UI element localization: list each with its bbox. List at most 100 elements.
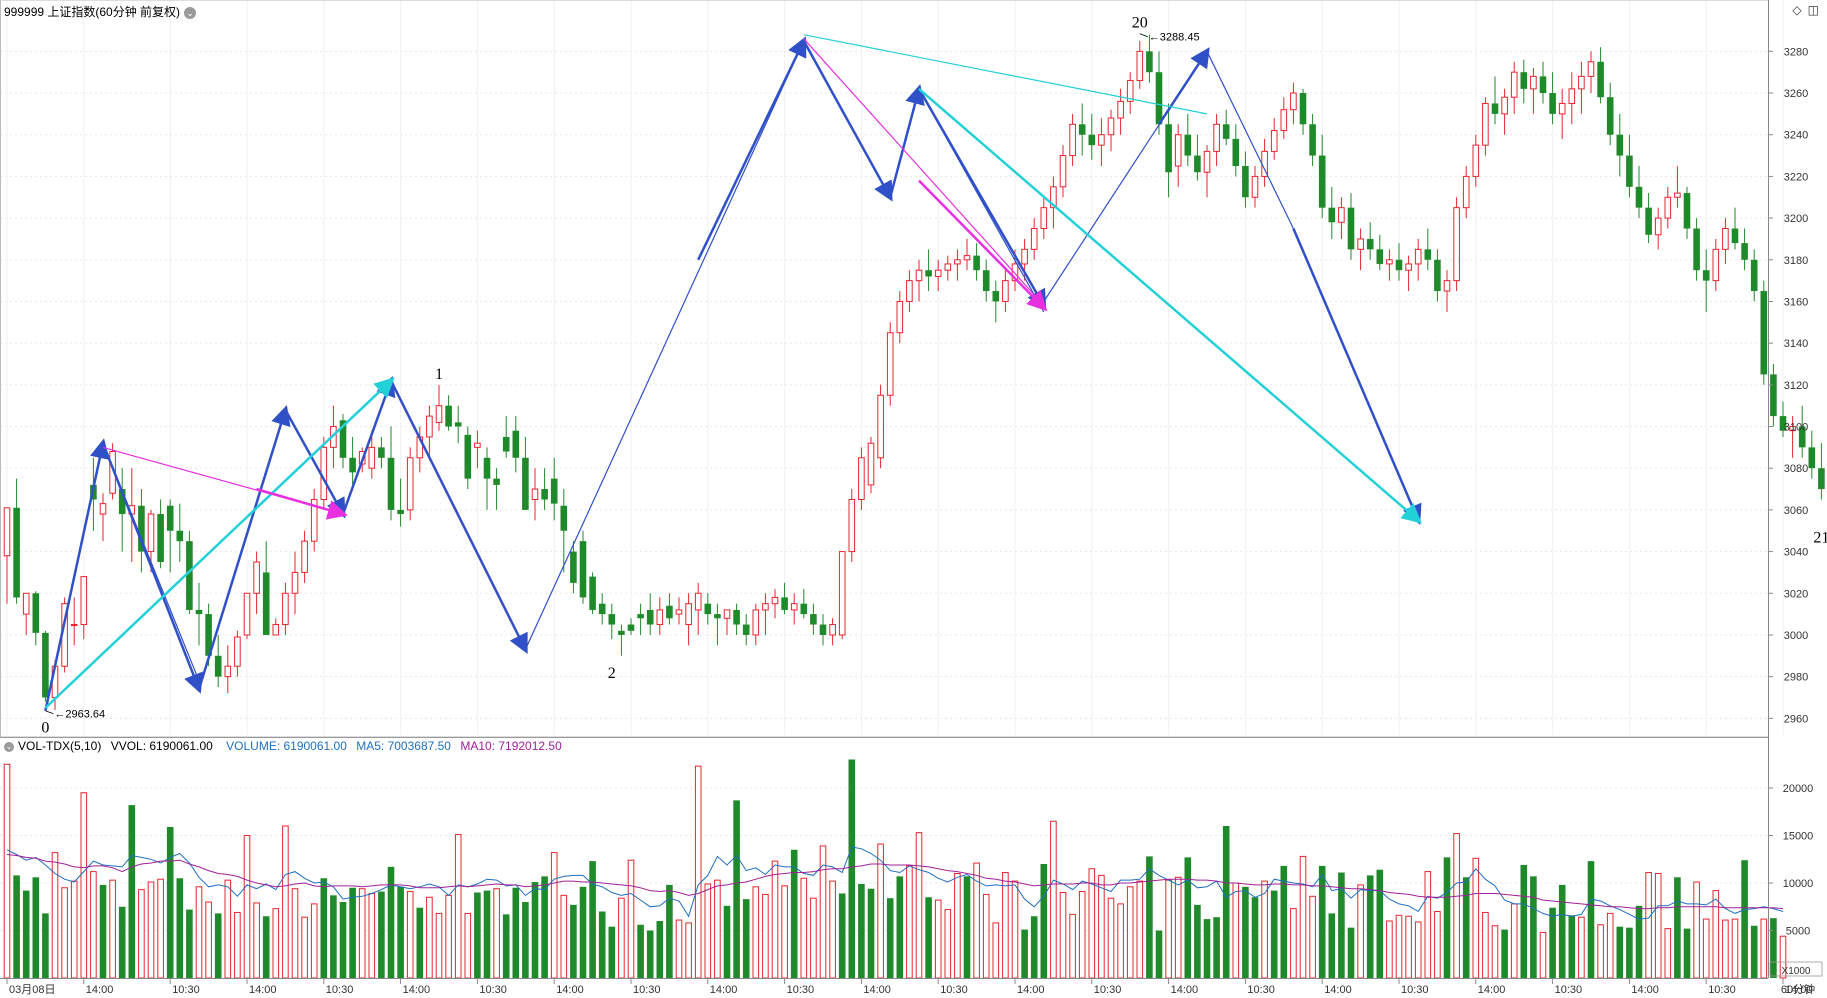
volume-bar — [1453, 833, 1460, 979]
candle-body — [1750, 259, 1758, 292]
wave-line[interactable] — [803, 34, 1208, 115]
volume-bar — [714, 879, 721, 979]
time-tick-label: 14:00 — [403, 984, 431, 996]
candle-body — [550, 478, 558, 504]
candle-body — [1731, 228, 1739, 244]
candle-body — [1357, 238, 1364, 250]
volume-bar — [1722, 919, 1729, 979]
candle-body — [934, 269, 942, 277]
candle-body — [656, 609, 664, 626]
price-tick-label: 3040 — [1784, 547, 1808, 559]
candle-body — [1136, 50, 1144, 82]
time-tick-label: 10:30 — [326, 984, 354, 996]
volume-bar — [666, 884, 673, 978]
volume-bar — [205, 901, 212, 979]
volume-bar — [1395, 914, 1403, 979]
wave-line[interactable] — [284, 409, 346, 519]
chevron-down-icon[interactable]: ⌄ — [184, 6, 197, 19]
volume-bar — [1568, 915, 1576, 978]
wave-line[interactable] — [1292, 228, 1422, 525]
wave-line[interactable] — [1043, 50, 1208, 302]
wave-line[interactable] — [44, 438, 110, 711]
candle-body — [493, 478, 500, 485]
wave-line[interactable] — [918, 179, 1048, 312]
candle-body — [70, 624, 78, 627]
volume-bar — [1414, 921, 1422, 979]
candle-body — [1194, 155, 1201, 173]
volume-bar — [1616, 926, 1624, 978]
wave-line[interactable] — [524, 40, 805, 650]
volume-bar — [157, 878, 164, 979]
wave-line[interactable] — [101, 442, 203, 694]
time-tick-label: 14:00 — [1785, 984, 1813, 996]
candle-body — [1770, 374, 1777, 417]
time-tick-label: 10:30 — [1247, 984, 1275, 996]
wave-line[interactable] — [803, 38, 1045, 307]
wave-line[interactable] — [197, 405, 291, 690]
volume-bar — [1261, 880, 1268, 979]
volume-bar — [262, 916, 270, 978]
candle-body — [1011, 263, 1019, 282]
wave-line[interactable] — [918, 87, 1422, 524]
wave-line[interactable] — [341, 375, 396, 515]
candle-body — [819, 624, 827, 635]
volume-bar — [627, 859, 635, 979]
volume-bar — [944, 909, 952, 979]
volume-bar — [1472, 857, 1480, 979]
volume-bar — [1702, 918, 1710, 979]
volume-bar — [1530, 876, 1537, 978]
volume-bar — [1165, 879, 1172, 979]
time-tick-label: 14:00 — [1478, 984, 1506, 996]
volume-bar — [128, 805, 136, 978]
candle-body — [349, 457, 356, 473]
candle-body — [1309, 124, 1316, 156]
volume-bar — [1376, 869, 1384, 978]
volume-bar — [1309, 895, 1316, 979]
volume-bar — [483, 890, 491, 978]
candle-body — [1501, 96, 1508, 115]
wave-line[interactable] — [697, 36, 807, 261]
candle-body — [1078, 124, 1086, 135]
wave-label: 20 — [1132, 15, 1148, 32]
candle-body — [1741, 243, 1748, 260]
diamond-icon[interactable]: ◇ — [1792, 3, 1802, 17]
volume-bar — [70, 880, 78, 979]
time-tick-label: 10:30 — [1094, 984, 1122, 996]
candle-body — [867, 442, 875, 486]
time-tick-label: 14:00 — [710, 984, 738, 996]
price-tick-label: 3180 — [1784, 255, 1808, 267]
wave-line[interactable] — [802, 40, 893, 202]
volume-bar — [1482, 911, 1489, 979]
volume-bar — [1251, 897, 1259, 978]
volume-bar — [1222, 826, 1230, 978]
volume-bar — [579, 886, 587, 978]
price-tick-label: 3280 — [1784, 46, 1808, 58]
wave-line[interactable] — [888, 84, 925, 198]
volume-bar — [1539, 931, 1547, 979]
volume-bar — [1626, 927, 1633, 978]
candle-body — [1808, 447, 1816, 469]
wave-line[interactable] — [918, 88, 1045, 313]
volume-bar — [1760, 918, 1768, 979]
chevron-down-icon[interactable]: ⌄ — [4, 741, 14, 752]
candle-body — [1232, 138, 1240, 166]
candle-body — [224, 665, 232, 678]
volume-bar — [1136, 880, 1144, 979]
candle-body — [368, 446, 376, 469]
volume-bar — [742, 899, 750, 978]
volume-bar — [1011, 880, 1019, 979]
volume-bar — [1357, 884, 1364, 979]
candle-body — [531, 488, 539, 500]
candle-body — [1030, 228, 1038, 250]
wave-line[interactable] — [1206, 51, 1294, 229]
volume-bar — [22, 890, 30, 978]
volume-bar — [272, 908, 280, 979]
candle-body — [1184, 134, 1192, 156]
window-icon[interactable]: ◫ — [1807, 3, 1819, 17]
wave-line[interactable] — [44, 377, 395, 709]
candle-body — [234, 636, 241, 667]
wave-line[interactable] — [389, 380, 528, 654]
wave-line[interactable] — [256, 487, 348, 520]
candle-body — [637, 614, 644, 619]
